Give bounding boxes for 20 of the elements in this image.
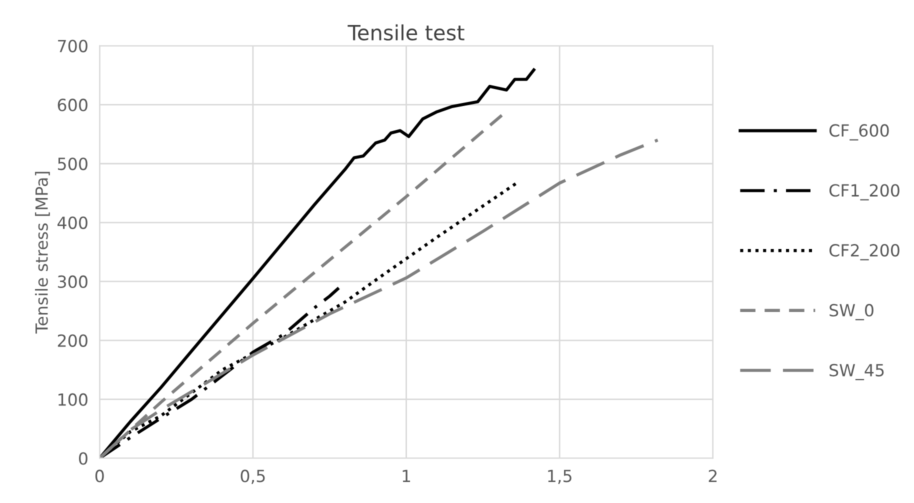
y-tick-label: 300 [58, 275, 88, 288]
x-tick-label: 2 [708, 470, 717, 482]
x-tick-label: 0 [95, 470, 104, 482]
legend-label: SW_45 [830, 364, 884, 380]
y-tick-label: 600 [58, 98, 88, 112]
legend-label: SW_0 [830, 304, 874, 320]
chart-title: Tensile test [348, 24, 464, 41]
y-axis-title: Tensile stress [MPa] [35, 172, 50, 334]
x-tick-label: 1 [402, 470, 410, 482]
legend-label: CF2_200 [829, 244, 900, 260]
y-tick-label: 400 [58, 216, 88, 230]
y-tick-label: 0 [79, 452, 88, 465]
y-tick-label: 500 [58, 158, 88, 170]
y-tick-label: 200 [58, 334, 88, 347]
legend-label: CF1_200 [829, 184, 900, 200]
y-tick-label: 100 [58, 393, 88, 406]
x-tick-label: 1,5 [548, 470, 572, 484]
y-tick-label: 700 [58, 40, 88, 52]
x-tick-label: 0,5 [240, 470, 265, 484]
legend-label: CF_600 [829, 124, 889, 140]
